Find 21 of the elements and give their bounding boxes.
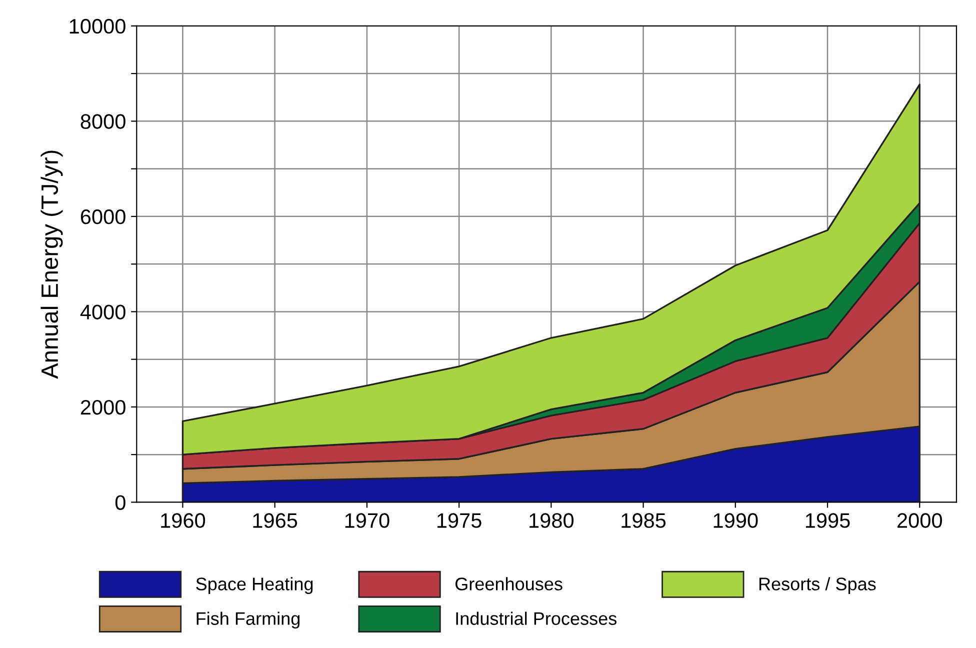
x-tick-label: 1975 xyxy=(437,513,482,528)
legend-label: Greenhouses xyxy=(455,577,562,590)
x-tick-label: 1970 xyxy=(345,513,390,528)
y-tick-label: 0 xyxy=(115,495,126,510)
x-tick-label: 1995 xyxy=(806,513,850,528)
y-tick-label: 6000 xyxy=(80,209,126,224)
legend-label: Space Heating xyxy=(196,577,313,594)
x-tick-label: 1960 xyxy=(161,513,206,528)
legend-label: Resorts / Spas xyxy=(759,577,876,594)
legend-label: Industrial Processes xyxy=(456,612,616,625)
y-tick-label: 10000 xyxy=(70,18,126,34)
y-tick-label: 4000 xyxy=(80,304,126,320)
x-tick-label: 1980 xyxy=(530,513,574,528)
x-tick-label: 1990 xyxy=(714,513,758,528)
y-tick-label: 8000 xyxy=(80,114,126,129)
y-tick-label: 2000 xyxy=(80,400,126,415)
x-tick-label: 1985 xyxy=(622,513,666,528)
legend-label: Fish Farming xyxy=(196,612,300,629)
y-axis-title: Annual Energy (TJ/yr) xyxy=(40,150,63,379)
x-tick-label: 1965 xyxy=(253,513,298,528)
x-tick-label: 2000 xyxy=(898,513,942,528)
